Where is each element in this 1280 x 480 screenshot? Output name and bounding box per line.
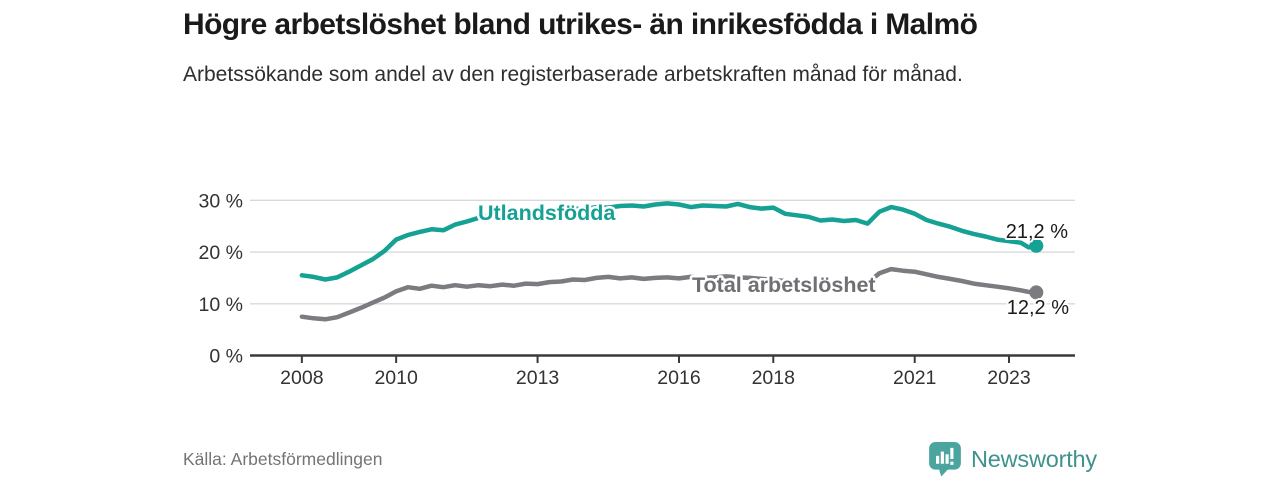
chart-title: Högre arbetslöshet bland utrikes- än inr… <box>183 8 978 41</box>
newsworthy-logo-icon <box>929 442 961 477</box>
x-tick-label: 2016 <box>657 367 700 389</box>
x-tick-label: 2018 <box>752 367 795 389</box>
x-tick-label: 2010 <box>374 367 418 389</box>
x-tick-label: 2013 <box>516 367 559 389</box>
x-axis-ticks <box>300 355 1010 363</box>
chart-subtitle: Arbetssökande som andel av den registerb… <box>183 63 963 86</box>
series-endpoint-dot-utlandsfodda <box>1029 238 1044 253</box>
gridlines <box>250 199 1075 305</box>
unemployment-line-chart: 0 % 10 % 20 % 30 % 2008 2010 2013 2016 2… <box>199 190 1075 389</box>
series-endpoint-dot-total <box>1029 285 1044 300</box>
y-tick-label: 10 % <box>199 294 243 316</box>
y-tick-label: 30 % <box>199 190 243 212</box>
series-label-total-arbetsloshet: Total arbetslöshet <box>692 273 876 297</box>
newsworthy-brand-name: Newsworthy <box>971 445 1097 472</box>
line-utlandsfodda <box>299 201 1039 282</box>
y-tick-label: 0 % <box>209 346 243 368</box>
series-label-utlandsfodda: Utlandsfödda <box>478 201 616 225</box>
x-axis-labels: 2008 2010 2013 2016 2018 2021 2023 <box>280 367 1031 389</box>
x-tick-label: 2021 <box>893 367 936 389</box>
x-tick-label: 2008 <box>280 367 323 389</box>
x-tick-label: 2023 <box>987 367 1030 389</box>
line-total-arbetsloshet <box>299 266 1039 322</box>
y-tick-label: 20 % <box>199 242 243 264</box>
end-value-label-total: 12,2 % <box>1007 297 1069 319</box>
end-value-label-utlandsfodda: 21,2 % <box>1006 221 1068 243</box>
chart-area: 0 % 10 % 20 % 30 % 2008 2010 2013 2016 2… <box>0 175 1280 415</box>
source-note: Källa: Arbetsförmedlingen <box>183 449 383 469</box>
y-axis-labels: 0 % 10 % 20 % 30 % <box>199 190 243 367</box>
chart-header: Högre arbetslöshet bland utrikes- än inr… <box>183 6 1103 91</box>
newsworthy-brand-link[interactable]: Newsworthy <box>928 441 1097 477</box>
